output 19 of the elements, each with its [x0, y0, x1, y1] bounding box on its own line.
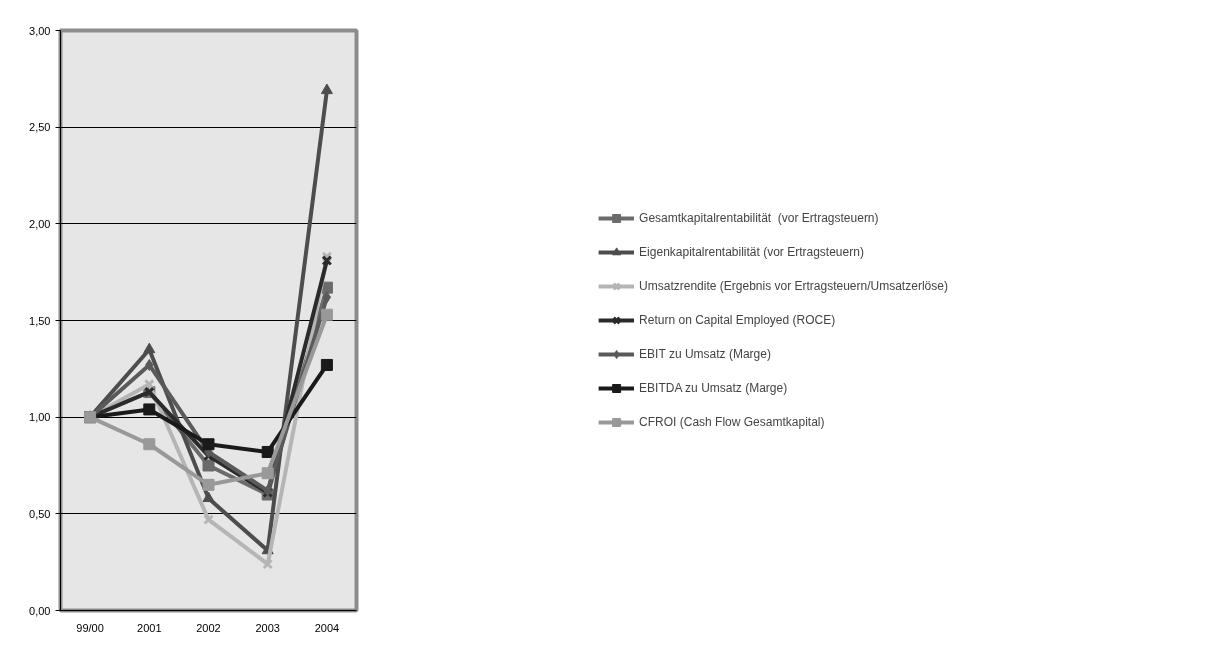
- x-tick-label: 2001: [137, 621, 162, 634]
- legend-label: EBIT zu Umsatz (Marge): [639, 347, 771, 361]
- y-tick-label: 1,00: [29, 411, 51, 424]
- legend-label: CFROI (Cash Flow Gesamtkapital): [639, 415, 825, 429]
- y-tick-label: 2,50: [29, 121, 51, 134]
- y-tick-label: 3,00: [29, 24, 51, 37]
- legend-label: Gesamtkapitalrentabilität (vor Ertragsteuern): [639, 211, 879, 225]
- x-tick-label: 99/00: [76, 621, 104, 634]
- y-tick-label: 0,00: [29, 604, 51, 617]
- legend-label: Eigenkapitalrentabilität (vor Ertragsteuern): [639, 245, 864, 259]
- legend-label: EBITDA zu Umsatz (Marge): [639, 381, 788, 395]
- x-tick-label: 2002: [196, 621, 221, 634]
- y-tick-label: 0,50: [29, 507, 51, 520]
- legend-label: Umsatzrendite (Ergebnis vor Ertragsteuern/Umsatzerlöse): [639, 279, 948, 293]
- legend-label: Return on Capital Employed (ROCE): [639, 313, 836, 327]
- y-tick-label: 1,50: [29, 314, 51, 327]
- x-tick-label: 2004: [314, 621, 340, 634]
- x-tick-label: 2003: [255, 621, 280, 634]
- y-tick-label: 2,00: [29, 217, 51, 230]
